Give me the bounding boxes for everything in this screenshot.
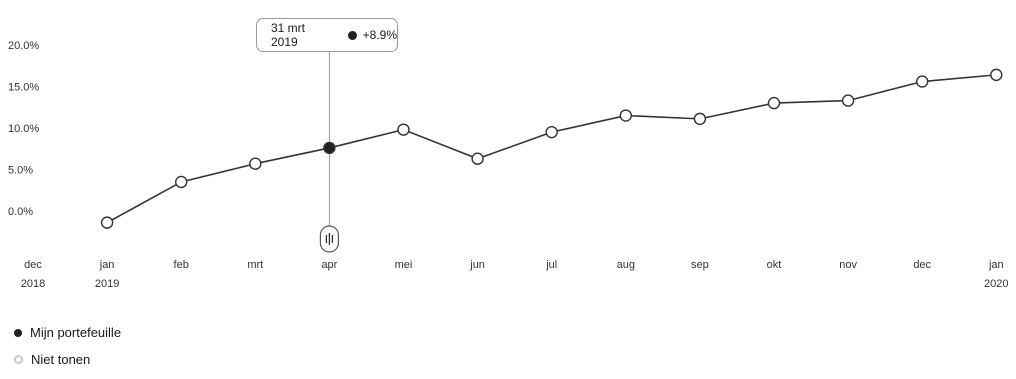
x-tick-label: aug [617, 259, 635, 271]
data-point [174, 175, 188, 189]
legend-hollow-dot-icon [14, 355, 23, 364]
x-tick-label: nov [839, 259, 857, 271]
tooltip-date: 31 mrt 2019 [271, 21, 306, 49]
x-tick-label: jul [545, 259, 557, 271]
data-point [693, 112, 707, 126]
x-tick-label: sep [691, 259, 709, 271]
legend-item-hide[interactable]: Niet tonen [14, 352, 90, 367]
y-tick-label: 20.0% [8, 40, 39, 52]
line-chart: 20.0% 15.0% 10.0% 5.0% 0.0% dec 2018 jan 2019 feb… [8, 40, 1009, 290]
x-tick-label: dec [913, 259, 931, 271]
legend-dot-icon [14, 328, 22, 337]
data-point [397, 123, 410, 136]
legend-item-portfolio[interactable]: Mijn portefeuille [14, 325, 121, 340]
data-point [545, 125, 558, 139]
x-tick-label: dec [24, 259, 42, 271]
data-point [841, 94, 855, 107]
tooltip-value: +8.9% [362, 28, 397, 42]
x-tick-year-label: 2019 [95, 278, 119, 290]
data-point [249, 157, 262, 170]
y-tick-label: 15.0% [8, 82, 39, 94]
data-point [100, 216, 114, 229]
x-tick-label: jun [469, 259, 485, 271]
tooltip-series-dot [348, 30, 357, 40]
data-point [471, 152, 484, 165]
x-tick-label: feb [174, 259, 189, 271]
x-tick-label: mrt [247, 259, 263, 271]
data-point [990, 68, 1003, 82]
data-point [619, 109, 632, 122]
x-tick-label: okt [767, 259, 782, 271]
legend-label: Mijn portefeuille [30, 325, 122, 340]
y-tick-label: 0.0% [8, 206, 33, 218]
x-tick-label: jan [988, 259, 1004, 271]
data-point [916, 75, 929, 88]
data-point-highlighted [323, 141, 336, 155]
x-tick-label: apr [321, 259, 337, 271]
x-tick-label: jan [99, 259, 115, 271]
x-tick-year-label: 2018 [21, 278, 45, 290]
y-tick-label: 5.0% [8, 165, 33, 177]
y-tick-label: 10.0% [8, 123, 39, 135]
x-tick-year-label: 2020 [984, 278, 1008, 290]
legend-label: Niet tonen [31, 352, 91, 367]
x-tick-label: mei [395, 259, 413, 271]
data-point [767, 96, 781, 110]
series-line [106, 74, 997, 224]
chart-tooltip: 31 mrt 2019 +8.9% [256, 18, 398, 52]
